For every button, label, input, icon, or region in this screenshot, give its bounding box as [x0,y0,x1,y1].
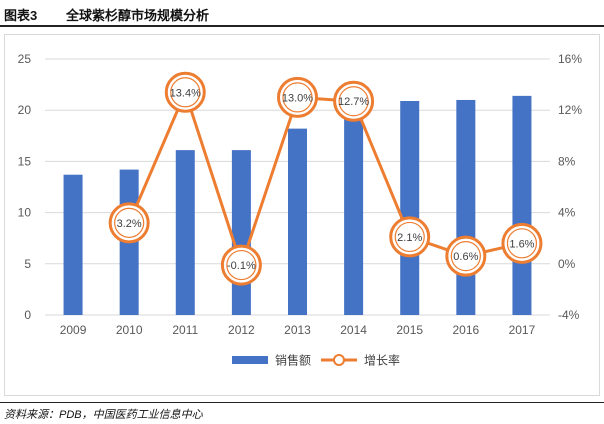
x-tick-label: 2014 [340,323,367,337]
growth-marker-2014 [333,80,375,122]
figure-header: 图表3 全球紫杉醇市场规模分析 [0,0,604,26]
y-left-tick-label: 20 [18,103,32,117]
growth-marker-2012 [220,244,262,286]
growth-marker-inner-2012 [226,249,257,281]
y-right-tick-label: 4% [558,206,576,220]
y-left-tick-label: 5 [24,257,31,271]
figure-label: 图表3 [4,8,38,23]
bar-2011 [175,150,195,315]
growth-marker-inner-2016 [450,241,481,272]
growth-data-label: 13.0% [282,92,313,104]
growth-marker-inner-2010 [114,207,145,238]
growth-marker-2011 [164,71,206,113]
footer-rule [0,402,604,403]
growth-data-label: -0.1% [227,260,256,272]
y-right-tick-label: 12% [558,103,582,117]
growth-marker-inner-2017 [506,228,538,259]
bar-2013 [288,128,307,315]
bar-2009 [63,174,83,315]
growth-data-label: 0.6% [453,251,478,263]
chart-container: 0 5 10 15 20 25 -4% 0% 4% 8% 12% 16% 2009 2010 2011 201… [4,34,600,396]
growth-data-label: 3.2% [117,218,142,230]
y-left-tick-label: 25 [18,52,32,66]
growth-marker-inner-2015 [394,221,425,253]
growth-marker-2016 [445,235,487,277]
x-tick-label: 2013 [284,323,311,337]
growth-marker-inner-2013 [282,82,313,113]
y-left-tick-label: 10 [18,206,32,220]
growth-marker-2013 [277,76,318,118]
growth-marker-inner-2014 [338,86,369,117]
source-note: 资料来源：PDB，中国医药工业信息中心 [4,409,203,421]
growth-data-label: 2.1% [397,232,422,244]
x-tick-label: 2009 [60,323,87,337]
bar-2017 [512,95,532,315]
x-tick-label: 2015 [396,323,423,337]
growth-marker-2015 [389,216,431,258]
chart-svg: 0 5 10 15 20 25 -4% 0% 4% 8% 12% 16% 2009 2010 2011 201… [18,52,583,368]
bar-2012 [231,150,251,315]
x-tick-label: 2017 [509,323,536,337]
bar-2016 [456,99,476,316]
legend-label-sales: 销售额 [275,353,311,368]
legend-label-growth: 增长率 [364,353,400,368]
growth-marker-2017 [501,222,543,264]
bar-2014 [344,105,364,315]
figure-title: 全球紫杉醇市场规模分析 [66,8,210,23]
growth-data-label: 12.7% [338,96,369,108]
legend-swatch-sales [232,356,268,364]
y-left-tick-label: 0 [24,308,31,322]
growth-marker-inner-2011 [170,77,201,108]
x-tick-label: 2010 [116,323,143,337]
y-right-tick-label: 16% [558,52,582,66]
growth-marker-2010 [108,202,150,244]
x-tick-label: 2012 [228,323,255,337]
bar-2015 [400,100,420,315]
y-right-tick-label: -4% [558,308,580,322]
growth-data-label: 13.4% [170,87,201,99]
y-right-tick-label: 0% [558,257,576,271]
header-rule [0,25,604,27]
growth-data-label: 1.6% [509,238,534,250]
legend-swatch-growth-marker [333,354,345,366]
y-right-tick-label: 8% [558,154,576,168]
x-tick-label: 2016 [452,323,479,337]
y-left-tick-label: 15 [18,154,32,168]
x-tick-label: 2011 [172,323,198,337]
